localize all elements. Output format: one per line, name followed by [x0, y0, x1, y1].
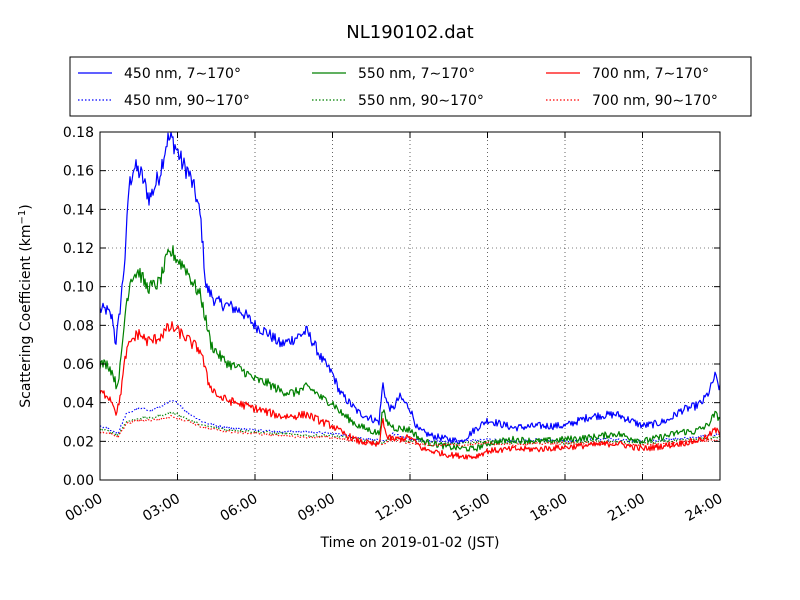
y-tick-label-6: 0.12	[63, 241, 94, 257]
y-tick-label-0: 0.00	[63, 473, 94, 489]
legend-label-4: 700 nm, 7∼170°	[592, 66, 709, 82]
y-tick-label-4: 0.08	[63, 318, 94, 334]
chart-title: NL190102.dat	[346, 22, 473, 43]
legend-label-3: 550 nm, 90∼170°	[358, 93, 484, 109]
x-axis-label: Time on 2019-01-02 (JST)	[320, 535, 500, 551]
axis-ticks	[99, 131, 721, 481]
legend-label-2: 550 nm, 7∼170°	[358, 66, 475, 82]
y-tick-label-2: 0.04	[63, 396, 94, 412]
series-line-0	[99, 131, 721, 445]
y-tick-label-9: 0.18	[63, 125, 94, 141]
grid-lines	[100, 132, 720, 480]
legend: 450 nm, 7∼170° 550 nm, 7∼170° 700 nm, 7∼17…	[69, 56, 752, 117]
y-axis-label: Scattering Coefficient (km−1)	[17, 204, 34, 408]
legend-label-1: 450 nm, 90∼170°	[124, 93, 250, 109]
y-tick-label-8: 0.16	[63, 164, 94, 180]
y-tick-label-5: 0.10	[63, 280, 94, 296]
legend-label-0: 450 nm, 7∼170°	[124, 66, 241, 82]
y-axis-label-end: )	[18, 204, 34, 209]
series-line-5	[99, 414, 720, 447]
y-tick-labels: 0.00 0.02 0.04 0.06 0.08 0.10 0.12 0.14 0.16 0.18	[63, 125, 94, 489]
y-tick-label-1: 0.02	[63, 434, 94, 450]
legend-label-5: 700 nm, 90∼170°	[592, 93, 718, 109]
legend-box	[69, 56, 752, 117]
y-tick-label-7: 0.14	[63, 202, 94, 218]
series-line-2	[99, 245, 721, 452]
y-axis-label-superscript: −1	[17, 210, 28, 225]
y-tick-label-3: 0.06	[63, 357, 94, 373]
series-lines	[99, 131, 721, 460]
series-line-4	[99, 321, 721, 460]
y-axis-label-main: Scattering Coefficient (km	[18, 224, 34, 407]
legend-entries: 450 nm, 7∼170° 550 nm, 7∼170° 700 nm, 7∼17…	[78, 66, 718, 109]
